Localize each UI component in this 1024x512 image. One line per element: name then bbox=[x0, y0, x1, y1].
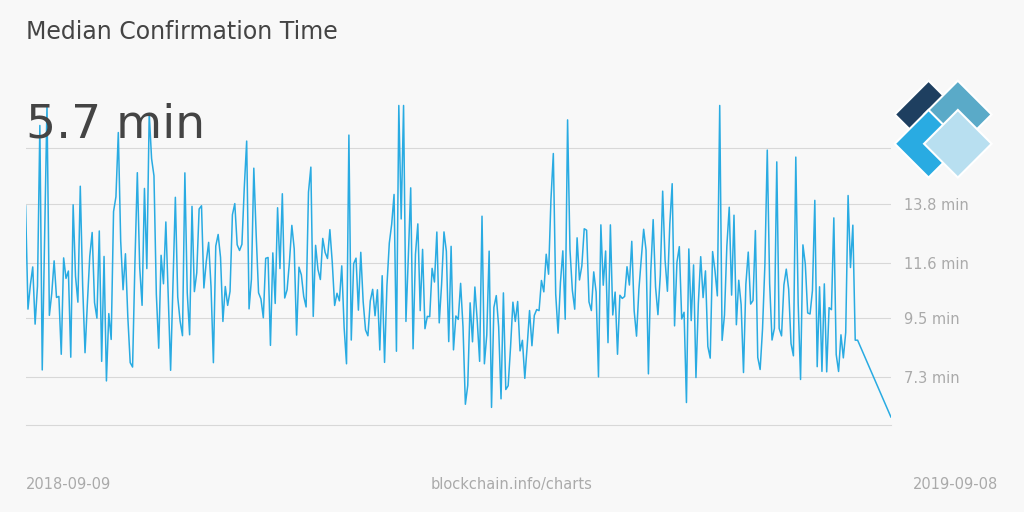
Text: 5.7 min: 5.7 min bbox=[26, 102, 205, 147]
Text: Median Confirmation Time: Median Confirmation Time bbox=[26, 20, 337, 45]
Text: 2018-09-09: 2018-09-09 bbox=[26, 477, 111, 492]
Text: 2019-09-08: 2019-09-08 bbox=[913, 477, 998, 492]
Text: blockchain.info/charts: blockchain.info/charts bbox=[431, 477, 593, 492]
Polygon shape bbox=[924, 81, 991, 148]
Polygon shape bbox=[895, 110, 963, 178]
Polygon shape bbox=[895, 81, 963, 148]
Polygon shape bbox=[924, 110, 991, 178]
